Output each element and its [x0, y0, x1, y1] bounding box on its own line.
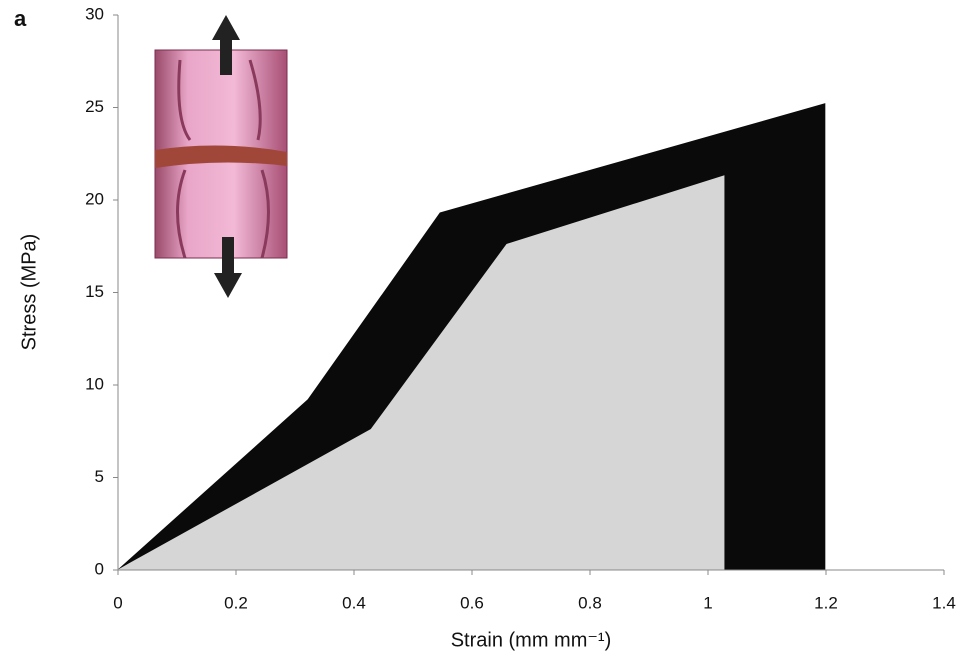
- x-tick-label: 1.4: [932, 593, 956, 612]
- chart: a Stress (MPa) Strain (mm mm⁻¹) 05101520…: [0, 0, 975, 660]
- x-tick-label: 0.4: [342, 593, 366, 612]
- y-tick-label: 20: [85, 189, 104, 208]
- y-axis-label: Stress (MPa): [18, 234, 40, 351]
- x-tick-label: 1.2: [814, 593, 838, 612]
- y-tick-label: 10: [85, 374, 104, 393]
- y-tick-label: 5: [95, 467, 104, 486]
- y-tick-label: 0: [95, 559, 104, 578]
- y-tick-label: 25: [85, 97, 104, 116]
- x-axis-label: Strain (mm mm⁻¹): [451, 629, 612, 651]
- x-tick-label: 1: [703, 593, 712, 612]
- x-tick-label: 0.2: [224, 593, 248, 612]
- x-tick-label: 0.6: [460, 593, 484, 612]
- panel-label: a: [14, 6, 27, 31]
- y-tick-label: 30: [85, 4, 104, 23]
- x-tick-label: 0: [113, 593, 122, 612]
- inset-photo: [155, 15, 287, 298]
- y-tick-label: 15: [85, 282, 104, 301]
- x-tick-label: 0.8: [578, 593, 602, 612]
